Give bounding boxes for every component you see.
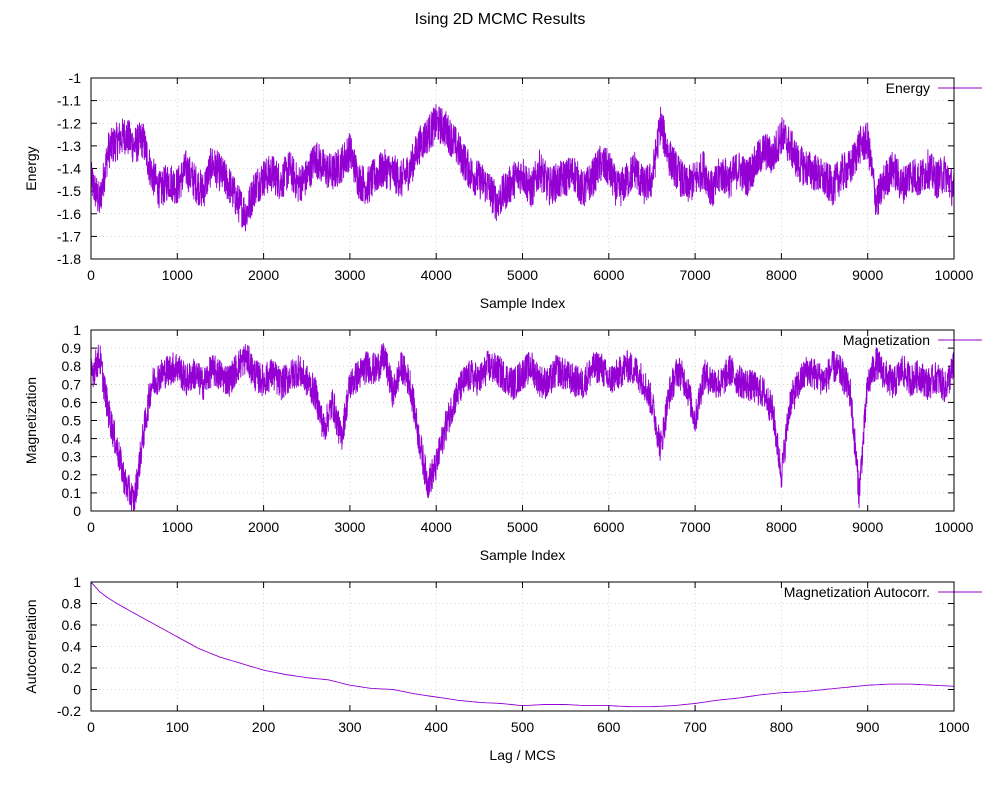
x-tick-label: 300 [338, 719, 362, 735]
plot-frame [90, 581, 955, 712]
x-tick-label: 3000 [334, 267, 365, 283]
y-tick-label: 0.8 [62, 358, 82, 374]
y-axis-label: Energy [23, 146, 39, 190]
x-tick-label: 9000 [852, 519, 883, 535]
x-tick-label: 4000 [421, 267, 452, 283]
y-tick-label: 0.2 [62, 660, 82, 676]
series-line-autocorr [90, 581, 955, 708]
x-axis-label: Sample Index [480, 295, 566, 311]
x-tick-label: 600 [597, 719, 621, 735]
x-tick-label: 4000 [421, 519, 452, 535]
x-tick-label: 10000 [935, 267, 974, 283]
y-tick-label: -1.7 [57, 228, 81, 244]
x-tick-label: 0 [87, 267, 95, 283]
x-tick-label: 200 [252, 719, 276, 735]
y-tick-label: 0 [73, 682, 81, 698]
y-tick-label: 0.4 [62, 431, 82, 447]
legend-label: Energy [886, 80, 930, 96]
x-tick-label: 9000 [852, 267, 883, 283]
x-tick-label: 1000 [938, 719, 969, 735]
y-tick-label: -1 [69, 70, 82, 86]
y-tick-label: 0.6 [62, 617, 82, 633]
y-axis-label: Autocorrelation [23, 599, 39, 693]
y-tick-label: -0.2 [57, 703, 81, 719]
y-tick-label: 0.9 [62, 340, 82, 356]
series-line-magnetization [90, 343, 955, 512]
plot-frame [90, 329, 955, 512]
y-tick-label: 0.8 [62, 596, 82, 612]
x-tick-label: 2000 [248, 267, 279, 283]
y-tick-label: -1.2 [57, 115, 81, 131]
y-tick-label: 0.5 [62, 413, 82, 429]
y-tick-label: -1.3 [57, 138, 81, 154]
x-tick-label: 0 [87, 719, 95, 735]
y-tick-label: 0.4 [62, 639, 82, 655]
x-tick-label: 3000 [334, 519, 365, 535]
y-tick-label: 0.7 [62, 376, 82, 392]
x-tick-label: 6000 [593, 267, 624, 283]
x-tick-label: 6000 [593, 519, 624, 535]
x-tick-label: 8000 [766, 519, 797, 535]
x-tick-label: 500 [511, 719, 535, 735]
y-tick-label: -1.6 [57, 206, 81, 222]
x-tick-label: 5000 [507, 519, 538, 535]
x-tick-label: 100 [166, 719, 190, 735]
x-axis-label: Sample Index [480, 547, 566, 563]
x-tick-label: 7000 [680, 519, 711, 535]
y-tick-label: 0.1 [62, 485, 82, 501]
x-tick-label: 10000 [935, 519, 974, 535]
autocorrelation-panel: 0 100 200 300 400 500 600 700 800 900 1000 -0.2 0 0.2… [23, 574, 982, 763]
x-tick-label: 7000 [680, 267, 711, 283]
x-tick-label: 8000 [766, 267, 797, 283]
x-tick-label: 800 [770, 719, 794, 735]
x-tick-label: 1000 [162, 267, 193, 283]
y-tick-label: -1.1 [57, 93, 81, 109]
legend-label: Magnetization [843, 332, 930, 348]
x-tick-label: 0 [87, 519, 95, 535]
y-axis-label: Magnetization [23, 377, 39, 464]
y-tick-label: 1 [73, 574, 81, 590]
y-tick-label: 0.3 [62, 449, 82, 465]
x-axis-label: Lag / MCS [489, 747, 555, 763]
series-line-energy [90, 104, 955, 232]
y-tick-label: -1.5 [57, 183, 81, 199]
x-tick-label: 400 [425, 719, 449, 735]
legend-label: Magnetization Autocorr. [784, 584, 930, 600]
x-tick-label: 1000 [162, 519, 193, 535]
x-tick-label: 5000 [507, 267, 538, 283]
y-tick-label: -1.4 [57, 161, 81, 177]
y-tick-label: 0 [73, 503, 81, 519]
magnetization-panel: 0 1000 2000 3000 4000 5000 6000 7000 8000 9000 100… [23, 322, 982, 563]
y-tick-label: 1 [73, 322, 81, 338]
figure-title: Ising 2D MCMC Results [415, 11, 586, 28]
y-tick-label: 0.2 [62, 467, 82, 483]
y-tick-label: 0.6 [62, 394, 82, 410]
x-tick-label: 900 [856, 719, 880, 735]
x-tick-label: 700 [683, 719, 707, 735]
energy-panel: 0 1000 2000 3000 4000 5000 6000 7000 8000 9000 100… [23, 70, 982, 311]
y-tick-label: -1.8 [57, 251, 81, 267]
x-tick-label: 2000 [248, 519, 279, 535]
plot-frame [90, 77, 955, 260]
